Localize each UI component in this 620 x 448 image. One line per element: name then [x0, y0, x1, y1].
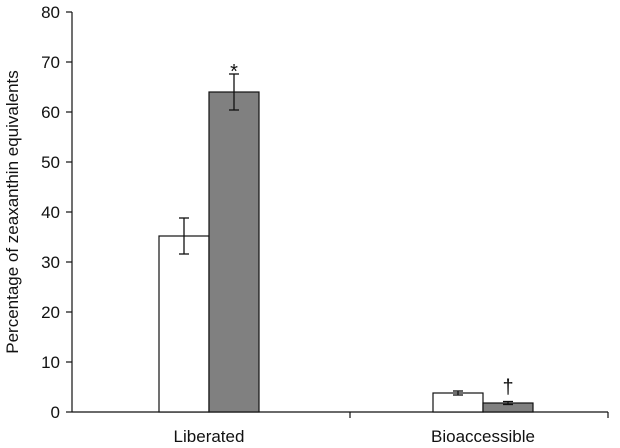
significance-marker: * — [230, 61, 238, 83]
y-tick-label: 0 — [51, 403, 60, 422]
bar — [158, 235, 210, 413]
plot-area: 0 10 20 30 40 50 60 70 80 Liberated Bioaccessible *… — [41, 3, 609, 446]
y-tick-label: 80 — [41, 3, 60, 22]
y-tick-label: 10 — [41, 353, 60, 372]
significance-marker: † — [502, 377, 513, 399]
y-axis-label: Percentage of zeaxanthin equivalents — [3, 70, 22, 354]
y-tick-label: 30 — [41, 253, 60, 272]
bar — [208, 91, 260, 413]
bar — [432, 392, 484, 413]
y-tick-label: 70 — [41, 53, 60, 72]
y-tick-label: 20 — [41, 303, 60, 322]
y-tick-label: 50 — [41, 153, 60, 172]
x-category-label: Bioaccessible — [431, 427, 535, 446]
y-tick-label: 40 — [41, 203, 60, 222]
x-category-label: Liberated — [174, 427, 245, 446]
y-tick-label: 60 — [41, 103, 60, 122]
